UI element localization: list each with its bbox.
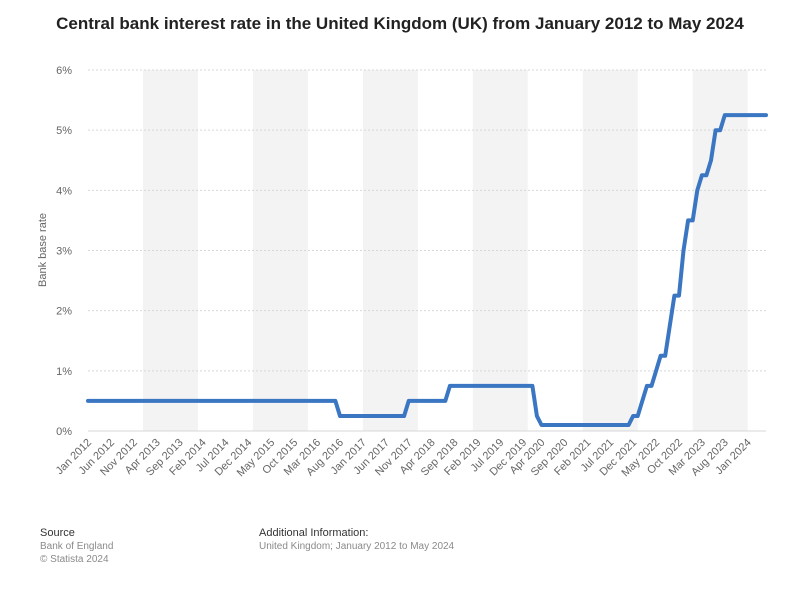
- info-text: United Kingdom; January 2012 to May 2024: [259, 541, 455, 552]
- y-tick-label: 0%: [56, 426, 72, 438]
- footer-source: Source Bank of England © Statista 2024: [40, 527, 113, 566]
- y-axis-ticks: 0% 1% 2% 3% 4% 5% 6%: [56, 65, 72, 438]
- y-tick-label: 1%: [56, 366, 72, 378]
- y-tick-label: 6%: [56, 65, 72, 77]
- chart-title: Central bank interest rate in the United…: [56, 14, 744, 33]
- source-line-1: Bank of England: [40, 541, 114, 552]
- grid-lines: [88, 69, 766, 432]
- y-tick-label: 2%: [56, 306, 72, 318]
- series-line: [86, 113, 768, 427]
- y-axis-label: Bank base rate: [37, 213, 49, 287]
- footer-info: Additional Information: United Kingdom; …: [259, 527, 454, 553]
- series-group: [86, 113, 768, 427]
- source-line-2: © Statista 2024: [40, 554, 109, 565]
- y-tick-label: 5%: [56, 125, 72, 137]
- source-heading: Source: [40, 527, 75, 539]
- y-tick-label: 4%: [56, 185, 72, 197]
- y-tick-label: 3%: [56, 246, 72, 258]
- info-heading: Additional Information:: [259, 527, 369, 539]
